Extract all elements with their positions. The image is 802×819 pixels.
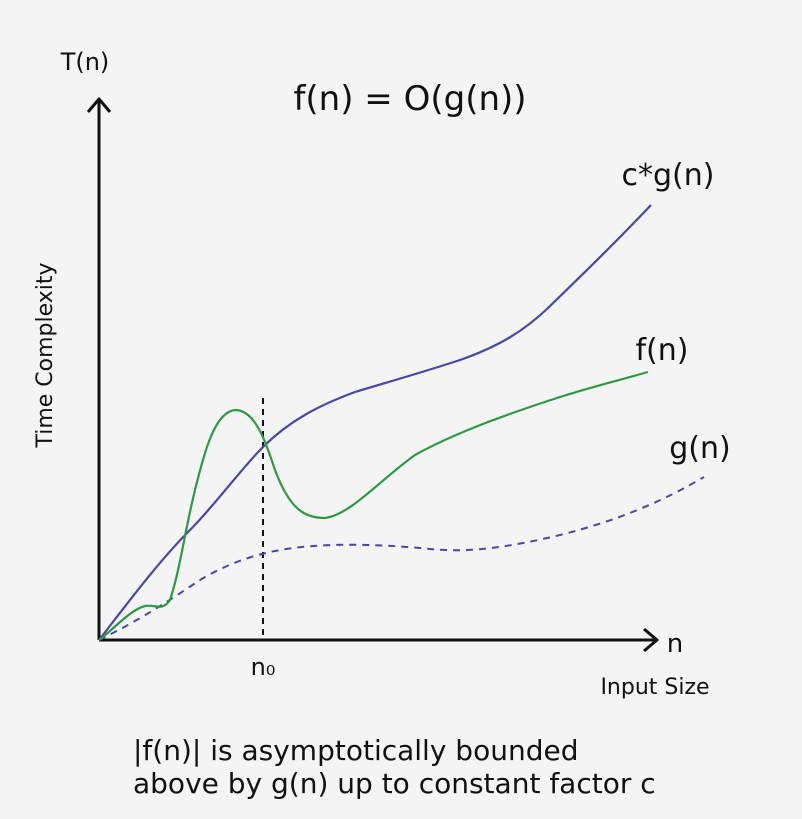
curve-cg-label: c*g(n) bbox=[622, 158, 715, 193]
curve-f bbox=[98, 370, 649, 641]
curve-f-label: f(n) bbox=[636, 333, 689, 368]
x-axis-symbol: n bbox=[667, 629, 683, 659]
curve-g bbox=[98, 476, 705, 641]
caption-line-2: above by g(n) up to constant factor c bbox=[133, 767, 656, 800]
curve-cg bbox=[98, 204, 652, 641]
caption-line-1: |f(n)| is asymptotically bounded bbox=[133, 734, 579, 767]
x-axis-arrowhead bbox=[643, 627, 659, 653]
y-axis-arrowhead bbox=[86, 97, 112, 113]
curve-g-label: g(n) bbox=[669, 431, 730, 466]
y-axis-title: Time Complexity bbox=[33, 262, 58, 448]
y-axis-symbol: T(n) bbox=[60, 48, 110, 76]
x-axis-title: Input Size bbox=[600, 675, 709, 700]
threshold-label: n₀ bbox=[251, 653, 276, 681]
caption: |f(n)| is asymptotically bounded above b… bbox=[133, 734, 773, 800]
chart-title: f(n) = O(g(n)) bbox=[293, 79, 526, 119]
